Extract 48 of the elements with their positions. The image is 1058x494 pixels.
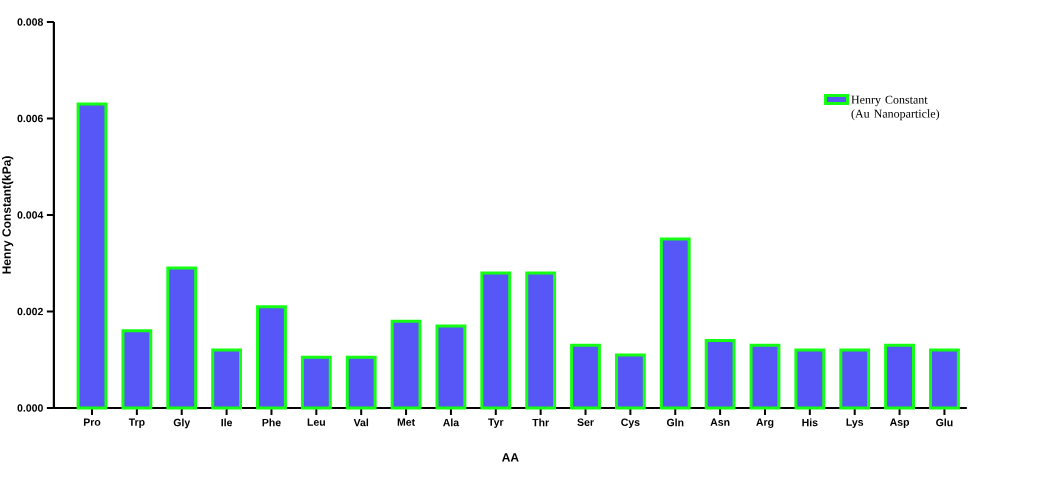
x-tick-label: Val (353, 418, 369, 427)
x-tick-label: Leu (307, 418, 325, 426)
x-axis-title: AA (502, 453, 519, 462)
legend-label: Henry Constant (Au Nanoparticle) (851, 95, 940, 121)
x-tick-label: Glu (936, 418, 953, 427)
bar (166, 266, 198, 410)
x-tick-label: Arg (756, 418, 774, 428)
bar (480, 271, 512, 410)
y-axis-title: Henry Constant(kPa) (2, 156, 14, 274)
x-tick-label: Ser (577, 418, 594, 426)
x-tick-label: Gly (173, 418, 191, 429)
bar (614, 353, 646, 410)
x-tick-label: Trp (128, 418, 145, 428)
x-tick-label: His (802, 418, 818, 427)
bar (435, 324, 467, 410)
bar (390, 319, 422, 410)
y-tick-label: 0.008 (17, 18, 44, 26)
bar (76, 102, 108, 410)
bar (794, 348, 826, 410)
y-tick-label: 0.004 (17, 211, 44, 219)
x-tick-label: Pro (83, 418, 101, 426)
x-tick-label: Asp (889, 418, 910, 428)
bar (839, 348, 871, 410)
bar (211, 348, 243, 410)
x-tick-label: Thr (532, 418, 549, 427)
bar (929, 348, 960, 410)
bar (884, 343, 915, 410)
bar (749, 343, 781, 410)
y-tick-label: 0.000 (17, 404, 43, 412)
bar (345, 355, 377, 410)
bar (300, 355, 332, 410)
bar (121, 329, 153, 410)
bar (659, 237, 691, 410)
y-tick-label: 0.002 (17, 307, 43, 316)
x-tick-label: Tyr (488, 418, 504, 428)
x-tick-label: Cys (621, 418, 640, 429)
y-tick-label: 0.006 (17, 114, 43, 123)
x-tick-label: Ile (221, 418, 233, 427)
x-tick-label: Phe (262, 418, 281, 427)
x-tick-label: Gln (666, 418, 684, 427)
bar (570, 343, 601, 410)
x-tick-label: Lys (846, 418, 864, 428)
bar (704, 338, 736, 410)
x-tick-label: Asn (710, 418, 730, 426)
bar (256, 305, 287, 410)
x-tick-label: Ala (443, 418, 460, 427)
x-tick-label: Met (397, 418, 415, 426)
bar (525, 271, 557, 410)
